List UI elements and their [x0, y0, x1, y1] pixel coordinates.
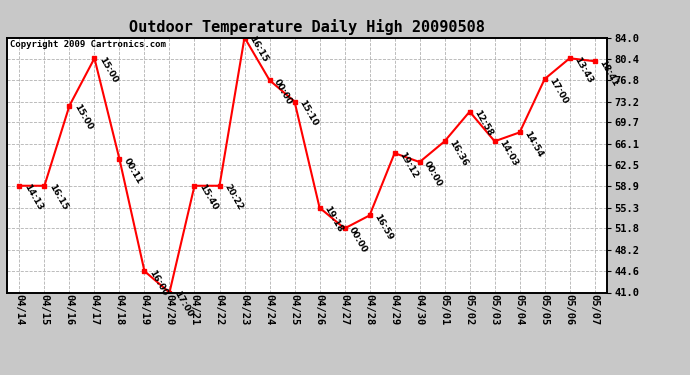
Text: 00:00: 00:00: [422, 159, 444, 188]
Text: 12:58: 12:58: [473, 109, 495, 138]
Text: 15:10: 15:10: [297, 99, 319, 128]
Text: 16:36: 16:36: [447, 138, 469, 168]
Text: 15:00: 15:00: [97, 56, 119, 84]
Text: 15:40: 15:40: [197, 183, 219, 212]
Text: 19:18: 19:18: [322, 205, 344, 234]
Text: 17:00: 17:00: [172, 290, 195, 319]
Text: 14:54: 14:54: [522, 130, 544, 159]
Title: Outdoor Temperature Daily High 20090508: Outdoor Temperature Daily High 20090508: [129, 19, 485, 35]
Text: 16:59: 16:59: [373, 213, 395, 242]
Text: 16:15: 16:15: [47, 183, 69, 212]
Text: 15:00: 15:00: [72, 103, 95, 132]
Text: Copyright 2009 Cartronics.com: Copyright 2009 Cartronics.com: [10, 40, 166, 49]
Text: 00:00: 00:00: [347, 226, 369, 255]
Text: 18:41: 18:41: [598, 58, 620, 88]
Text: 14:13: 14:13: [22, 183, 44, 212]
Text: 00:00: 00:00: [273, 77, 294, 106]
Text: 00:11: 00:11: [122, 156, 144, 185]
Text: 13:43: 13:43: [573, 56, 595, 85]
Text: 14:03: 14:03: [497, 138, 520, 168]
Text: 16:15: 16:15: [247, 35, 269, 64]
Text: 16:00: 16:00: [147, 268, 169, 297]
Text: 19:12: 19:12: [397, 150, 420, 180]
Text: 20:22: 20:22: [222, 183, 244, 212]
Text: 17:00: 17:00: [547, 76, 569, 105]
